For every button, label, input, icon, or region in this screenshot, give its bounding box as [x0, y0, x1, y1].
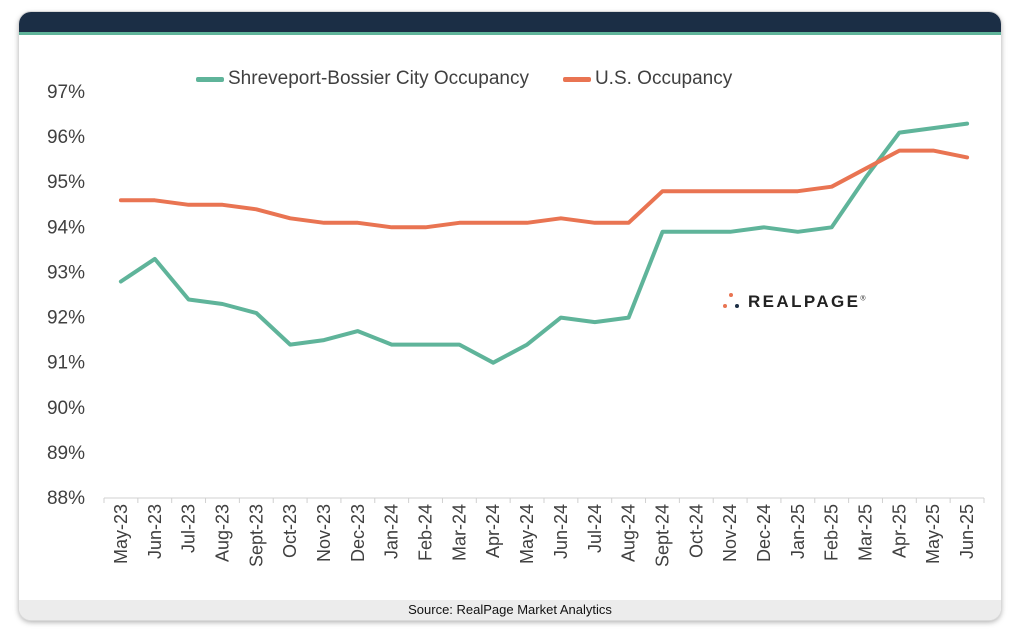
legend-item-local: Shreveport-Bossier City Occupancy — [196, 68, 529, 90]
x-tick-label: Dec-23 — [348, 504, 368, 562]
x-tick-label: Sept-24 — [652, 504, 672, 567]
y-tick-label: 94% — [47, 217, 85, 238]
x-tick-label: Jun-23 — [145, 504, 165, 559]
x-tick-label: Jun-24 — [551, 504, 571, 559]
y-tick-label: 96% — [47, 127, 85, 148]
y-tick-label: 97% — [47, 82, 85, 103]
x-tick-label: Jan-24 — [382, 504, 402, 559]
y-tick-label: 88% — [47, 488, 85, 509]
x-tick-label: Feb-25 — [822, 504, 842, 561]
y-tick-label: 92% — [47, 308, 85, 329]
series-line-us — [118, 148, 970, 230]
realpage-dots-icon — [722, 293, 740, 311]
x-tick-label: Oct-23 — [280, 504, 300, 558]
legend-swatch-local — [196, 76, 224, 82]
source-footer: Source: RealPage Market Analytics — [19, 600, 1001, 620]
legend-swatch-us — [562, 76, 591, 82]
legend-item-us: U.S. Occupancy — [562, 68, 733, 90]
x-tick-label: May-24 — [517, 504, 537, 564]
source-text: Source: RealPage Market Analytics — [408, 602, 612, 617]
x-tick-label: Jan-25 — [788, 504, 808, 559]
realpage-logo: REALPAGE® — [722, 292, 866, 312]
x-tick-label: Aug-24 — [619, 504, 639, 562]
x-tick-label: Apr-24 — [483, 504, 503, 558]
logo-text: REALPAGE® — [748, 292, 866, 311]
x-tick-label: Jul-24 — [585, 504, 605, 553]
y-tick-label: 91% — [47, 353, 85, 374]
series-line-local — [118, 121, 970, 365]
chart-legend: Shreveport-Bossier City Occupancy U.S. O… — [196, 68, 766, 90]
x-tick-label: Apr-25 — [889, 504, 909, 558]
legend-label-local: Shreveport-Bossier City Occupancy — [228, 68, 529, 89]
x-tick-label: Mar-24 — [449, 504, 469, 561]
x-tick-label: Dec-24 — [754, 504, 774, 562]
y-tick-label: 95% — [47, 172, 85, 193]
x-tick-label: Feb-24 — [416, 504, 436, 561]
legend-label-us: U.S. Occupancy — [594, 68, 733, 89]
y-tick-label: 89% — [47, 443, 85, 464]
chart-card: Source: RealPage Market Analytics — [19, 12, 1001, 620]
y-tick-label: 93% — [47, 262, 85, 283]
x-tick-label: Mar-25 — [856, 504, 876, 561]
x-tick-label: Oct-24 — [686, 504, 706, 558]
x-tick-label: Jul-23 — [179, 504, 199, 553]
x-tick-label: Jun-25 — [957, 504, 977, 559]
accent-line — [19, 32, 1001, 35]
x-tick-label: May-23 — [111, 504, 131, 564]
x-tick-label: Sept-23 — [246, 504, 266, 567]
x-tick-label: Nov-24 — [720, 504, 740, 562]
x-tick-label: Aug-23 — [212, 504, 232, 562]
header-bar — [19, 12, 1001, 32]
y-tick-label: 90% — [47, 398, 85, 419]
x-tick-label: Nov-23 — [314, 504, 334, 562]
x-tick-label: May-25 — [923, 504, 943, 564]
